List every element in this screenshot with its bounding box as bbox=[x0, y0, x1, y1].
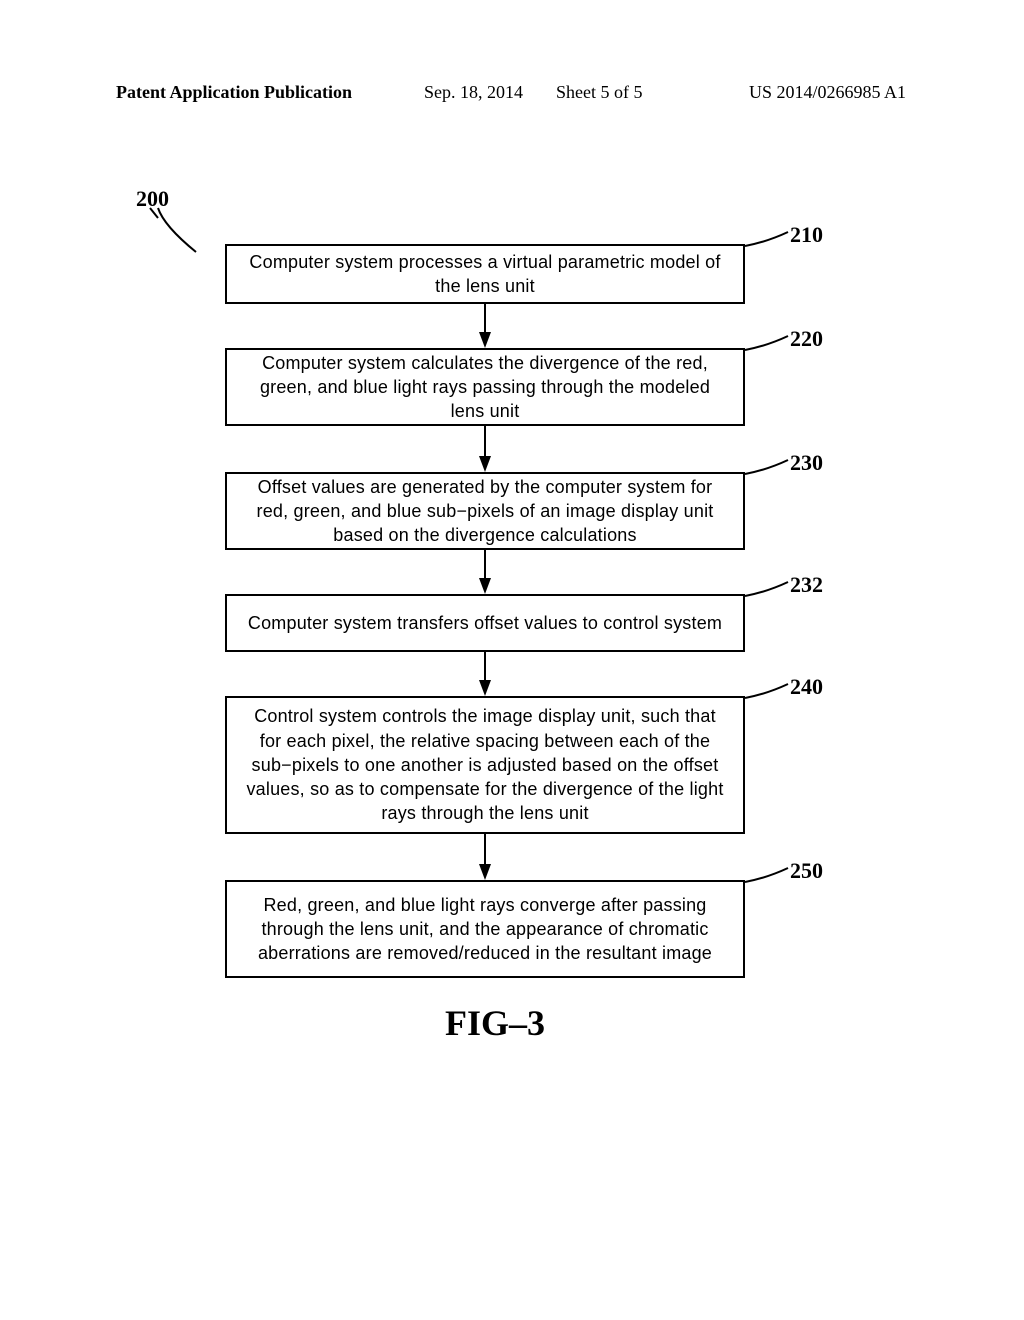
flow-box-230: Offset values are generated by the compu… bbox=[225, 472, 745, 550]
ref-220: 220 bbox=[790, 326, 823, 352]
header-pubnum: US 2014/0266985 A1 bbox=[749, 82, 906, 103]
ref-210: 210 bbox=[790, 222, 823, 248]
flow-box-text: Computer system processes a virtual para… bbox=[245, 250, 725, 299]
header-publication: Patent Application Publication bbox=[116, 82, 352, 103]
flow-box-210: Computer system processes a virtual para… bbox=[225, 244, 745, 304]
ref-230: 230 bbox=[790, 450, 823, 476]
ref-240: 240 bbox=[790, 674, 823, 700]
page: Patent Application Publication Sep. 18, … bbox=[0, 0, 1024, 1320]
flow-box-232: Computer system transfers offset values … bbox=[225, 594, 745, 652]
ref-232: 232 bbox=[790, 572, 823, 598]
ref-200: 200 bbox=[136, 186, 169, 212]
flow-box-250: Red, green, and blue light rays converge… bbox=[225, 880, 745, 978]
ref-250: 250 bbox=[790, 858, 823, 884]
flow-box-text: Computer system transfers offset values … bbox=[248, 611, 722, 635]
flow-box-text: Control system controls the image displa… bbox=[245, 704, 725, 825]
header-date: Sep. 18, 2014 bbox=[424, 82, 523, 103]
flow-box-220: Computer system calculates the divergenc… bbox=[225, 348, 745, 426]
header-sheet: Sheet 5 of 5 bbox=[556, 82, 642, 103]
flow-box-text: Computer system calculates the divergenc… bbox=[245, 351, 725, 424]
flow-box-240: Control system controls the image displa… bbox=[225, 696, 745, 834]
flow-box-text: Offset values are generated by the compu… bbox=[245, 475, 725, 548]
flow-box-text: Red, green, and blue light rays converge… bbox=[245, 893, 725, 966]
figure-title: FIG–3 bbox=[445, 1002, 545, 1044]
